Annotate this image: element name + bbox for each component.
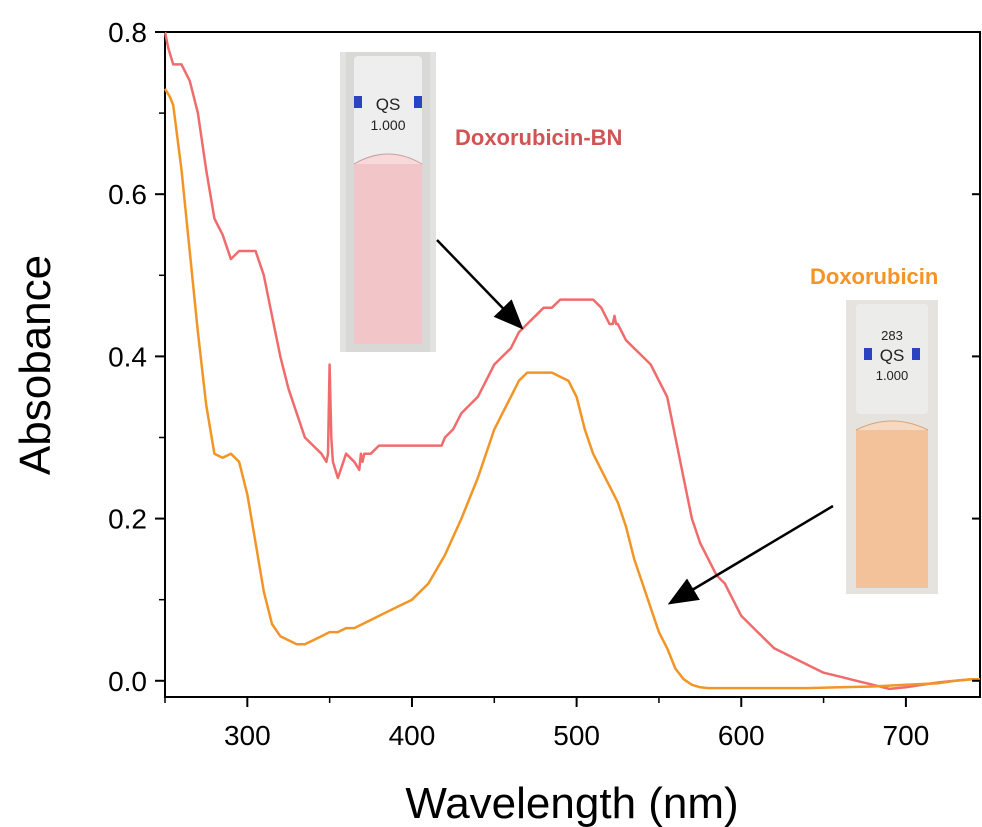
y-tick-label-0.8: 0.8 [108, 17, 147, 48]
series-layer [163, 31, 981, 691]
cuvette-dox-label-number: 283 [881, 328, 903, 343]
y-axis-title: Absobance [11, 255, 60, 475]
x-axis-title: Wavelength (nm) [405, 779, 738, 827]
annotation-doxorubicin: Doxorubicin [810, 264, 938, 289]
arrow-doxorubicin [667, 504, 834, 605]
x-tick-label-300: 300 [224, 720, 271, 751]
y-tick-label-0.2: 0.2 [108, 504, 147, 535]
x-tick-label-600: 600 [718, 720, 765, 751]
cuvette-bn-label-qs: QS [376, 95, 401, 114]
cuvette-doxorubicin-bn: QS 1.000 [340, 52, 436, 352]
arrow-doxorubicin-bn [436, 239, 524, 330]
cuvette-dox-label-qs: QS [880, 346, 905, 365]
cuvette-doxorubicin: 283 QS 1.000 [846, 300, 938, 594]
cuvette-bn-label-volume: 1.000 [370, 117, 405, 133]
series-line-doxorubicin [163, 88, 980, 690]
annotation-doxorubicin-bn: Doxorubicin-BN [455, 125, 622, 150]
x-tick-label-500: 500 [553, 720, 600, 751]
x-tick-label-400: 400 [389, 720, 436, 751]
y-tick-label-0.6: 0.6 [108, 179, 147, 210]
cuvette-dox-label-volume: 1.000 [876, 368, 909, 383]
plot-frame [164, 31, 981, 698]
y-tick-label-0: 0.0 [108, 666, 147, 697]
tick-layer: 300 400 500 600 700 0.0 0.2 0.4 0.6 0.8 [108, 17, 980, 751]
y-tick-label-0.4: 0.4 [108, 341, 147, 372]
x-tick-label-700: 700 [883, 720, 930, 751]
series-line-doxorubicin-bn [163, 31, 981, 691]
